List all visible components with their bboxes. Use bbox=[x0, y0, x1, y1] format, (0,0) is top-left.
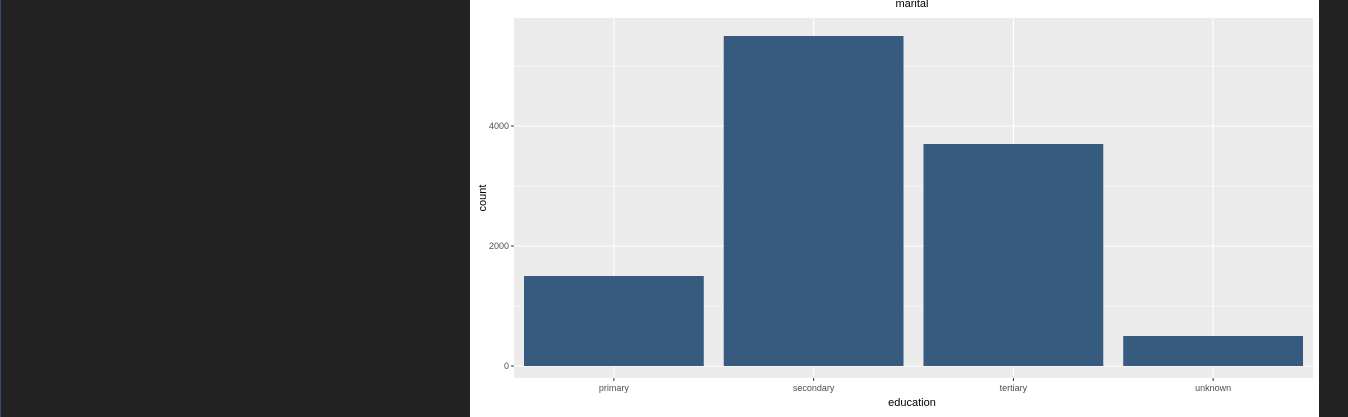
y-tick-label: 4000 bbox=[489, 121, 509, 131]
right-empty-strip bbox=[1319, 0, 1348, 417]
x-tick-label: secondary bbox=[793, 383, 835, 393]
left-empty-panel bbox=[0, 0, 470, 417]
bar-chart: marital 0 2000 4000 primary secondary tertiar… bbox=[477, 0, 1313, 409]
bar-unknown bbox=[1123, 336, 1304, 366]
x-axis-title: education bbox=[888, 397, 936, 409]
x-tick-label: tertiary bbox=[1000, 383, 1028, 393]
bars bbox=[523, 36, 1304, 366]
bar-primary bbox=[523, 276, 704, 366]
y-tick-label: 2000 bbox=[489, 241, 509, 251]
bar-tertiary bbox=[923, 144, 1104, 366]
x-tick-label: unknown bbox=[1195, 383, 1231, 393]
chart-title: marital bbox=[895, 0, 928, 10]
axis-ticks: 0 2000 4000 primary secondary tertiary unknown bbox=[489, 121, 1231, 393]
y-axis-title: count bbox=[477, 185, 489, 212]
plot-pane: marital 0 2000 4000 primary secondary tertiar… bbox=[470, 0, 1319, 417]
y-tick-label: 0 bbox=[504, 361, 509, 371]
bar-secondary bbox=[723, 36, 904, 366]
x-tick-label: primary bbox=[599, 383, 630, 393]
